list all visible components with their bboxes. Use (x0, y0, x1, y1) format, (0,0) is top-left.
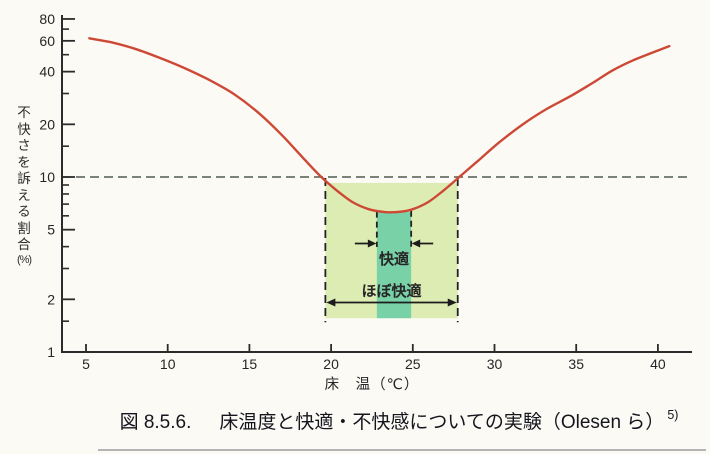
y-tick-label: 20 (39, 116, 55, 132)
figure-title: 床温度と快適・不快感についての実験（Olesen ら） (219, 412, 665, 433)
y-axis-label-char: 割 (17, 220, 31, 236)
discomfort-curve (88, 37, 671, 214)
comfort-arrow-right-head (411, 239, 421, 248)
x-tick-label: 25 (405, 356, 421, 372)
x-tick-label: 20 (323, 356, 339, 372)
almost-comfort-arrow-left-head (326, 298, 336, 307)
y-axis-label: 不快さを訴える割合 (%) (9, 106, 39, 266)
x-axis-label: 床 温（℃） (325, 376, 420, 393)
y-axis-label-char: 不 (17, 105, 31, 120)
y-axis-label-char: え (17, 187, 31, 203)
y-axis-label-char: を (17, 154, 31, 170)
almost-comfort-label: ほぼ快適 (362, 282, 422, 300)
almost-comfort-arrow-right-head (447, 298, 457, 307)
y-tick-label: 40 (39, 64, 55, 80)
x-tick-label: 10 (160, 356, 176, 372)
y-axis-label-char: さ (17, 138, 31, 153)
y-axis-label-char: 訴 (17, 171, 31, 186)
y-tick-label: 5 (47, 222, 55, 238)
comfort-band (376, 212, 412, 319)
y-tick-label: 10 (39, 169, 55, 185)
y-tick-label: 60 (39, 33, 55, 49)
y-axis-label-char: 快 (17, 121, 31, 137)
page-rule-divider (98, 449, 706, 451)
x-tick-label: 15 (242, 356, 258, 372)
y-axis-label-char: (%) (16, 253, 32, 266)
y-tick-label: 2 (47, 291, 55, 307)
figure-caption: 図 8.5.6. 床温度と快適・不快感についての実験（Olesen ら） 5) (0, 407, 710, 434)
x-tick-label: 40 (650, 356, 666, 372)
comfort-arrow-left-head (367, 239, 377, 248)
figure-reference-superscript: 5) (667, 408, 679, 422)
y-tick-label: 1 (47, 344, 55, 360)
comfort-label: 快適 (379, 250, 409, 268)
x-tick-label: 35 (568, 356, 584, 372)
y-tick-label: 80 (39, 11, 55, 27)
figure-number: 図 8.5.6. (119, 412, 192, 433)
x-tick-label: 5 (82, 356, 90, 372)
y-axis-label-char: 合 (17, 237, 31, 252)
x-tick-label: 30 (487, 356, 503, 372)
y-axis-label-char: る (17, 204, 31, 219)
